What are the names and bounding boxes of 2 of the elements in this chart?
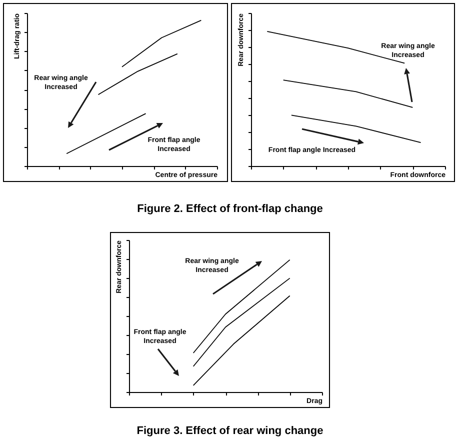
caption: Figure 2. Effect of front-flap change xyxy=(137,203,323,215)
caption: Figure 3. Effect of rear wing change xyxy=(136,425,324,437)
